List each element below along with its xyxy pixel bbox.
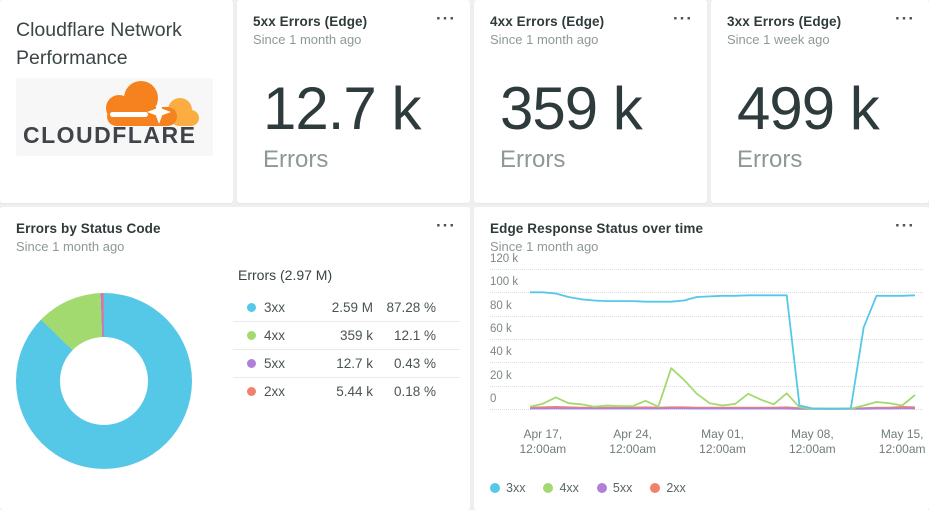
card-subtitle: Since 1 month ago (490, 32, 599, 47)
series-color-dot (650, 483, 661, 493)
top-row: Cloudflare Network Performance CLOUD (0, 0, 929, 203)
series-line-4xx (529, 367, 916, 410)
legend-item-4xx[interactable]: 4xx (543, 481, 579, 495)
stat-card-4xx: 4xx Errors (Edge) Since 1 month ago ··· … (474, 0, 707, 203)
card-title: 3xx Errors (Edge) (727, 14, 842, 29)
y-axis-tick-label: 80 k (490, 299, 512, 312)
x-axis-tick-label: May 15, 12:00am (878, 427, 926, 456)
card-title: Edge Response Status over time (490, 221, 704, 236)
gridline (490, 362, 923, 364)
stat-unit: Errors (500, 146, 566, 173)
stat-unit: Errors (263, 146, 329, 173)
series-value: 5.44 k (336, 384, 374, 399)
ellipsis-menu-icon[interactable]: ··· (895, 9, 915, 28)
line-chart-legend: 3xx 4xx 5xx 2xx (490, 481, 929, 495)
legend-table-header: Errors (2.97 M) (238, 267, 333, 283)
series-line-5xx (530, 407, 916, 410)
series-color-dot (596, 483, 607, 493)
y-axis-tick-label: 60 k (490, 323, 512, 335)
series-color-dot (247, 359, 256, 368)
y-axis-tick-label: 40 k (490, 346, 512, 359)
gridline (490, 292, 923, 294)
card-title: 5xx Errors (Edge) (253, 14, 368, 29)
series-color-dot (543, 483, 554, 493)
edge-response-card: Edge Response Status over time Since 1 m… (474, 207, 929, 510)
series-percent: 0.18 % (393, 384, 437, 399)
gridline (490, 269, 923, 270)
y-axis-tick-label: 120 k (490, 253, 519, 265)
stat-card-5xx: 5xx Errors (Edge) Since 1 month ago ··· … (237, 0, 470, 203)
line-chart-area: 0 20 k 40 k 60 k 80 k 100 k 120 k Apr 17, 12:00… (490, 253, 929, 510)
legend-table-row[interactable]: 2xx 5.44 k 0.18 % (233, 377, 460, 405)
series-label: 5xx (233, 356, 285, 371)
ellipsis-menu-icon[interactable]: ··· (436, 216, 456, 235)
series-value: 359 k (339, 328, 374, 343)
card-subtitle: Since 1 week ago (727, 32, 830, 47)
legend-table-row[interactable]: 5xx 12.7 k 0.43 % (233, 349, 460, 377)
legend-table-row[interactable]: 4xx 359 k 12.1 % (233, 321, 460, 349)
card-subtitle: Since 1 month ago (490, 239, 599, 254)
stat-value: 359 k (500, 75, 643, 142)
bottom-row: Errors by Status Code Since 1 month ago … (0, 207, 929, 510)
stat-value: 499 k (737, 75, 880, 142)
errors-by-status-card: Errors by Status Code Since 1 month ago … (0, 207, 470, 510)
card-title: Errors by Status Code (16, 221, 161, 236)
ellipsis-menu-icon[interactable]: ··· (673, 9, 693, 28)
series-color-dot (490, 483, 500, 493)
series-color-dot (247, 331, 256, 340)
legend-table-row[interactable]: 3xx 2.59 M 87.28 % (233, 293, 460, 321)
dashboard-title: Cloudflare Network Performance (16, 19, 182, 69)
series-color-dot (247, 302, 256, 312)
line-chart-plot[interactable]: 0 20 k 40 k 60 k 80 k 100 k 120 k (490, 253, 929, 421)
gridline (490, 339, 923, 340)
cloudflare-logo: CLOUDFLARE (16, 78, 213, 156)
x-axis-labels: Apr 17, 12:00am Apr 24, 12:00am May 01, 12:00… (490, 421, 929, 459)
series-label: 4xx (233, 328, 285, 343)
status-donut-chart[interactable] (16, 293, 192, 469)
y-axis-tick-label: 100 k (490, 276, 519, 289)
legend-item-3xx[interactable]: 3xx (490, 481, 525, 495)
series-label: 3xx (233, 300, 285, 315)
card-title: 4xx Errors (Edge) (490, 14, 605, 29)
series-percent: 87.28 % (386, 299, 437, 315)
ellipsis-menu-icon[interactable]: ··· (895, 216, 915, 235)
x-axis-tick-label: Apr 17, 12:00am (519, 427, 567, 456)
line-series-svg (529, 291, 916, 410)
series-percent: 12.1 % (393, 328, 437, 343)
y-axis-tick-label: 0 (490, 393, 497, 405)
series-label: 2xx (233, 384, 285, 399)
cloudflare-cloud-icon (106, 81, 199, 126)
series-color-dot (247, 387, 256, 396)
dashboard-title-card: Cloudflare Network Performance CLOUD (0, 0, 233, 203)
x-axis-tick-label: May 08, 12:00am (788, 427, 836, 456)
series-line-3xx (530, 291, 916, 410)
status-legend-table: Errors (2.97 M) 3xx 2.59 M 87.28 % 4xx 3… (233, 265, 460, 405)
card-subtitle: Since 1 month ago (16, 239, 125, 254)
x-axis-tick-label: Apr 24, 12:00am (609, 427, 656, 456)
gridline (490, 315, 923, 317)
card-subtitle: Since 1 month ago (253, 32, 362, 47)
gridline (490, 409, 923, 410)
cloudflare-wordmark: CLOUDFLARE (23, 122, 197, 148)
stat-card-3xx: 3xx Errors (Edge) Since 1 week ago ··· 4… (711, 0, 929, 203)
stat-unit: Errors (737, 146, 803, 173)
ellipsis-menu-icon[interactable]: ··· (436, 9, 456, 28)
series-percent: 0.43 % (393, 356, 437, 371)
x-axis-tick-label: May 01, 12:00am (699, 427, 746, 456)
series-value: 2.59 M (331, 299, 374, 315)
gridline (490, 385, 923, 387)
stat-value: 12.7 k (263, 75, 421, 142)
y-axis-tick-label: 20 k (490, 369, 512, 382)
series-value: 12.7 k (336, 356, 374, 371)
legend-item-5xx[interactable]: 5xx (596, 481, 632, 495)
legend-item-2xx[interactable]: 2xx (650, 481, 686, 495)
